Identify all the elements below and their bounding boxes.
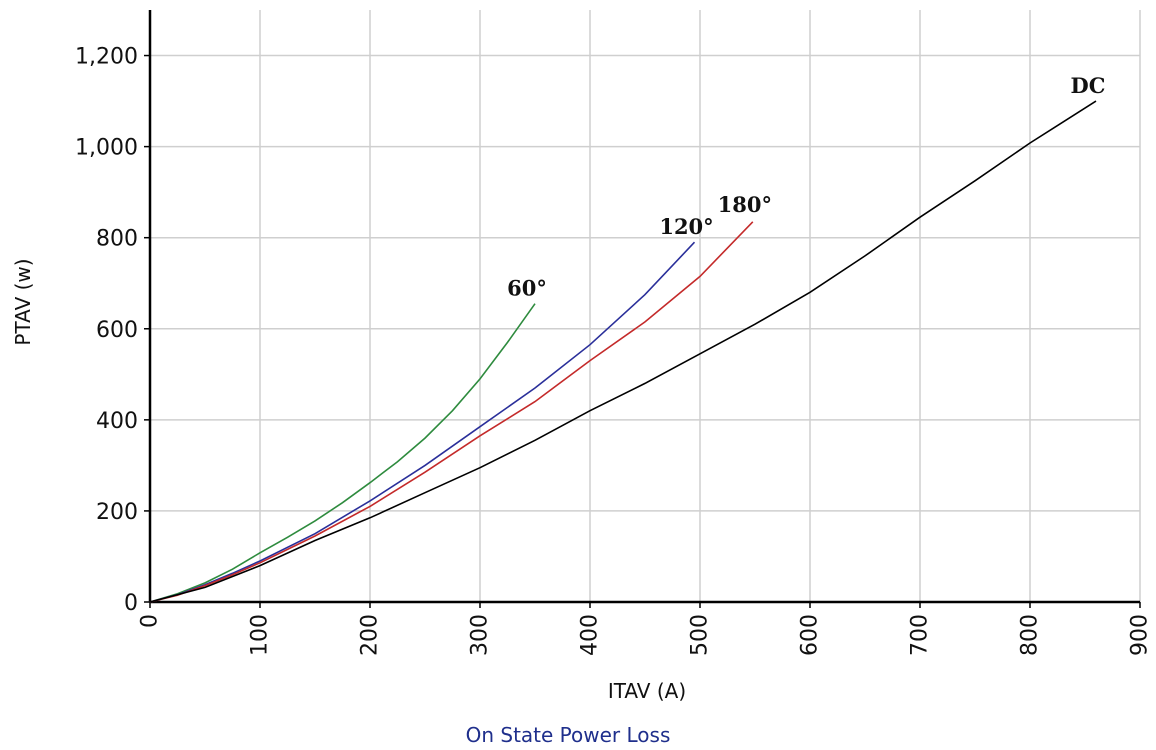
tick-labels: 0 200 400 600 800 1,000 1,200 0 100 200 300 400 500 6…: [75, 45, 1152, 656]
series-label: 120°: [659, 214, 713, 239]
series-line: [149, 100, 1097, 603]
y-tick-label: 0: [124, 591, 138, 616]
axes: [144, 10, 1141, 608]
y-tick-label: 600: [96, 318, 138, 343]
x-tick-label: 700: [908, 614, 933, 656]
x-tick-label: 500: [688, 614, 713, 656]
series-labels: 60° 120°180° DC: [507, 73, 1105, 301]
x-tick-label: 100: [248, 614, 273, 656]
y-axis-label: PTAV (w): [11, 258, 35, 345]
series-label: 60°: [507, 276, 547, 301]
y-tick-label: 1,200: [75, 45, 138, 70]
series-line: [149, 221, 754, 603]
x-tick-label: 0: [138, 614, 163, 628]
x-tick-label: 200: [358, 614, 383, 656]
x-tick-label: 800: [1018, 614, 1043, 656]
chart-title: On State Power Loss: [466, 723, 671, 747]
series-line: [149, 241, 696, 603]
x-tick-label: 900: [1128, 614, 1153, 656]
y-tick-label: 1,000: [75, 136, 138, 161]
y-tick-label: 800: [96, 227, 138, 252]
x-tick-label: 400: [578, 614, 603, 656]
y-tick-label: 200: [96, 500, 138, 525]
series-lines: [149, 100, 1097, 603]
series-line: [149, 303, 536, 603]
grid: [150, 10, 1141, 602]
x-tick-label: 300: [468, 614, 493, 656]
series-label: DC: [1071, 73, 1106, 98]
series-label: 180°: [718, 192, 772, 217]
x-tick-label: 600: [798, 614, 823, 656]
x-axis-label: ITAV (A): [608, 679, 686, 703]
y-tick-label: 400: [96, 409, 138, 434]
